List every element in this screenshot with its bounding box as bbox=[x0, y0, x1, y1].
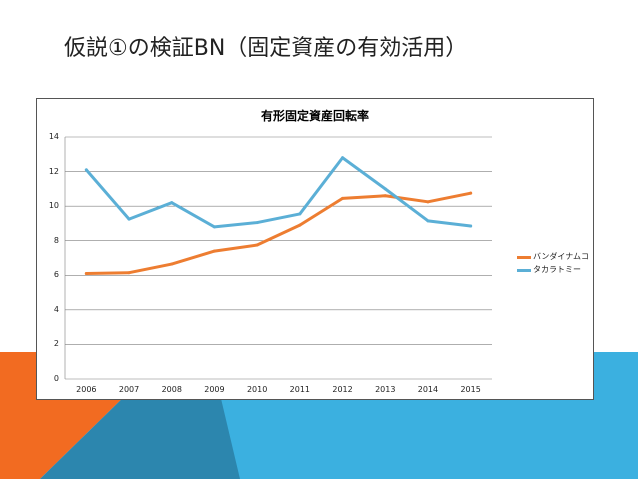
y-tick-label: 4 bbox=[53, 304, 59, 314]
data-point bbox=[341, 156, 345, 160]
x-tick-label: 2013 bbox=[375, 385, 396, 394]
legend-swatch bbox=[517, 256, 531, 259]
x-tick-label: 2006 bbox=[76, 385, 97, 394]
y-tick-label: 14 bbox=[48, 132, 59, 141]
data-point bbox=[469, 191, 473, 195]
data-point bbox=[170, 201, 174, 205]
data-point bbox=[255, 243, 259, 247]
x-tick-label: 2012 bbox=[332, 385, 353, 394]
y-tick-label: 12 bbox=[48, 166, 59, 176]
data-point bbox=[383, 194, 387, 198]
data-point bbox=[298, 223, 302, 227]
data-point bbox=[212, 249, 216, 253]
x-tick-label: 2008 bbox=[161, 385, 182, 394]
x-tick-label: 2009 bbox=[204, 385, 225, 394]
series-line-0 bbox=[84, 191, 473, 276]
legend-label: タカラトミー bbox=[533, 265, 581, 274]
chart-frame: 有形固定資産回転率 0 2 4 6 8 10 12 14 2006 2007 2008 2009 20… bbox=[36, 98, 594, 400]
x-tick-label: 2014 bbox=[417, 385, 439, 394]
data-point bbox=[127, 271, 131, 275]
data-point bbox=[255, 221, 259, 225]
data-point bbox=[469, 224, 473, 228]
y-tick-label: 8 bbox=[53, 235, 59, 245]
legend-label: バンダイナムコ bbox=[533, 252, 589, 261]
chart-plot bbox=[64, 136, 492, 380]
data-point bbox=[426, 200, 430, 204]
legend-swatch bbox=[517, 269, 531, 272]
data-point bbox=[170, 262, 174, 266]
chart-title: 有形固定資産回転率 bbox=[260, 109, 369, 123]
data-point bbox=[84, 168, 88, 172]
y-tick-label: 2 bbox=[53, 339, 59, 349]
y-tick-label: 6 bbox=[53, 270, 59, 280]
x-tick-label: 2007 bbox=[118, 385, 140, 394]
data-point bbox=[212, 225, 216, 229]
data-point bbox=[127, 217, 131, 221]
x-tick-label: 2011 bbox=[289, 385, 311, 394]
data-point bbox=[426, 219, 430, 223]
y-tick-label: 10 bbox=[48, 201, 59, 211]
data-point bbox=[84, 272, 88, 276]
x-tick-label: 2015 bbox=[460, 385, 481, 394]
data-point bbox=[298, 212, 302, 216]
series-line-1 bbox=[84, 156, 473, 229]
y-tick-label: 0 bbox=[53, 374, 59, 383]
data-point bbox=[383, 187, 387, 191]
x-tick-label: 2010 bbox=[246, 385, 268, 394]
data-point bbox=[341, 196, 345, 200]
slide-title: 仮説①の検証BN（固定資産の有効活用） bbox=[64, 36, 468, 61]
